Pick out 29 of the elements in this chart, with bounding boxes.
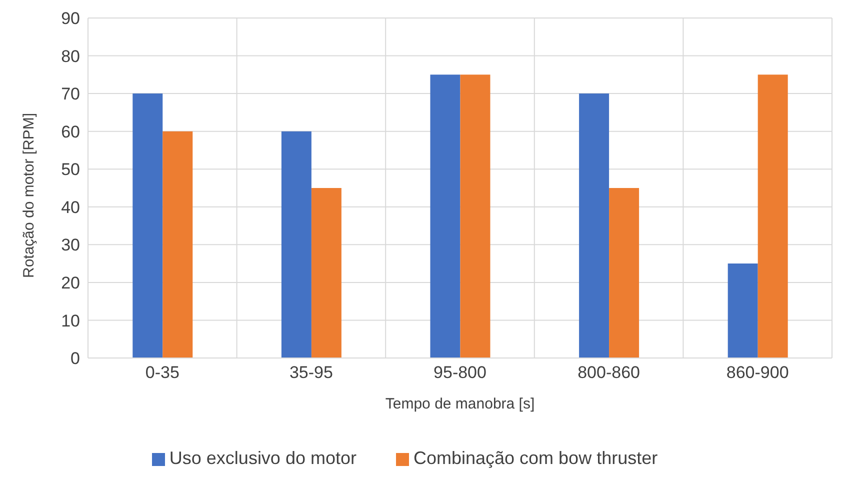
y-tick-label: 50 [61,160,80,180]
bar [132,94,163,358]
x-tick-label: 0-35 [145,363,180,382]
bar [579,94,610,358]
bar [758,74,788,358]
bar [281,131,312,358]
bar [311,188,342,358]
x-tick-label: 35-95 [289,363,333,382]
y-tick-label: 60 [61,122,80,142]
y-tick-label: 70 [61,84,80,104]
y-tick-label: 0 [70,349,80,368]
y-tick-label: 30 [61,236,80,255]
y-axis-title: Rotação do motor [RPM] [20,112,38,278]
legend-label: Combinação com bow thruster [413,448,658,468]
y-tick-label: 80 [61,46,80,66]
y-tick-label: 10 [61,311,80,330]
bar [728,264,758,358]
y-tick-label: 40 [61,198,80,217]
bar [162,131,193,358]
legend-label: Uso exclusivo do motor [169,448,356,468]
y-tick-label: 20 [61,273,80,292]
x-tick-label: 800-860 [578,363,640,382]
bar [460,74,490,358]
bar [609,188,640,358]
x-tick-label: 95-800 [434,363,486,382]
bar [430,74,460,358]
x-tick-label: 860-900 [726,363,789,382]
y-tick-label: 90 [61,9,80,28]
x-axis-title: Tempo de manobra [s] [385,396,535,413]
